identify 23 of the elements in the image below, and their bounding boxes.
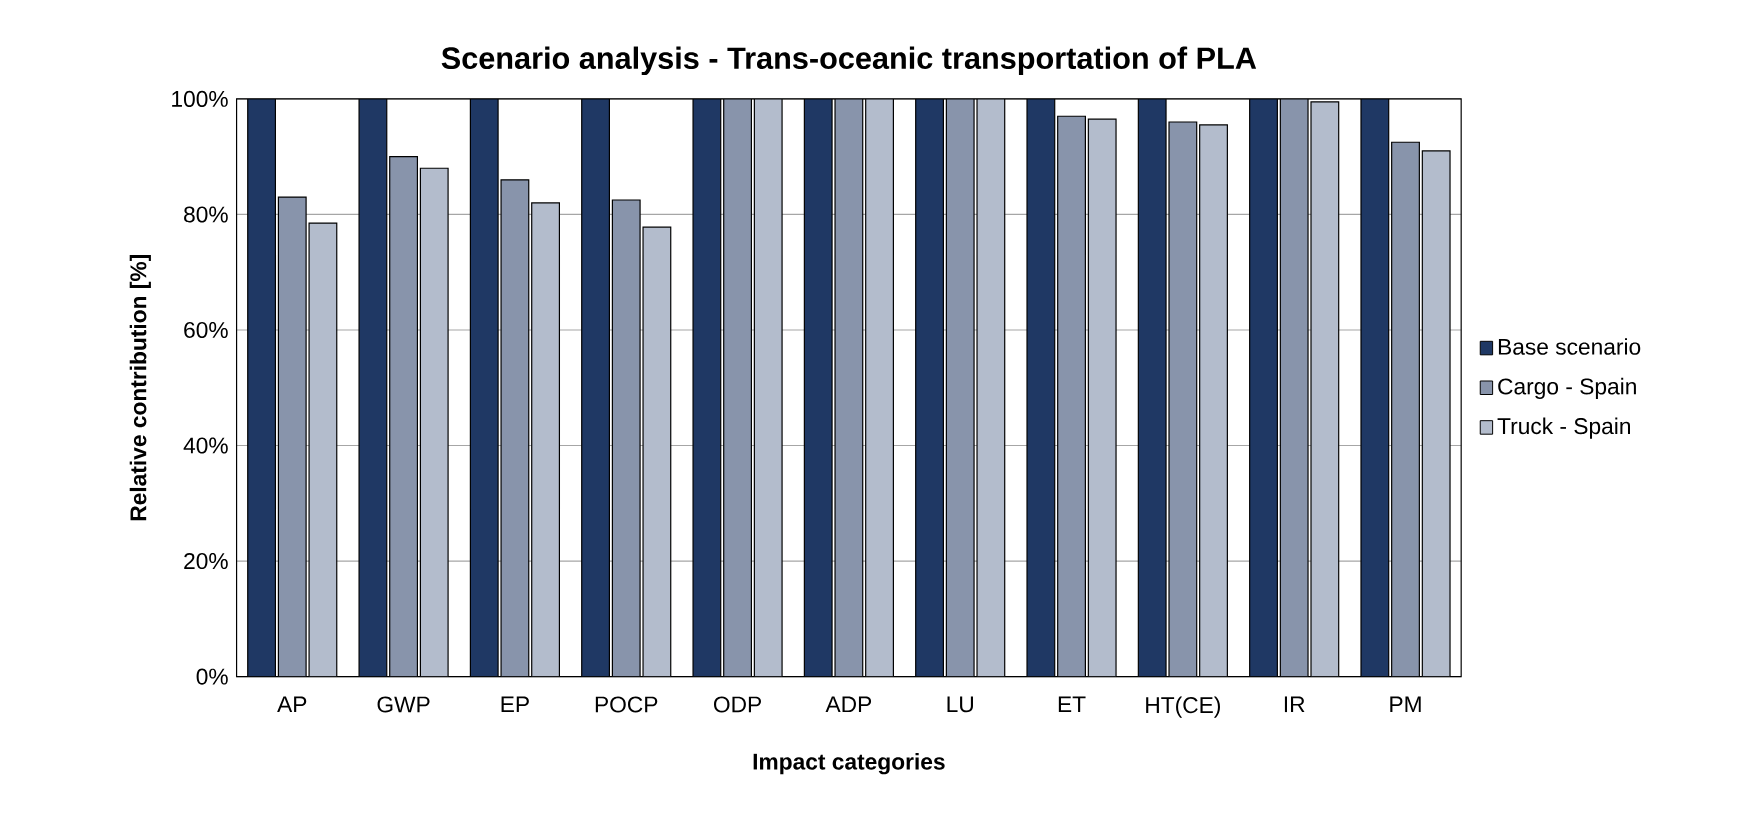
x-tick-label: IR: [1284, 696, 1305, 713]
y-tick-label: 0%: [196, 668, 228, 685]
legend-label: Truck - Spain: [1497, 417, 1630, 439]
x-tick-label: AP: [277, 696, 307, 713]
x-tick-label: LU: [947, 696, 973, 713]
x-tick-label: ODP: [713, 696, 761, 713]
y-tick-label: 100%: [172, 90, 228, 108]
y-tick-label: 40%: [183, 437, 228, 454]
y-tick-label: 20%: [184, 553, 228, 570]
x-tick-label: ADP: [825, 696, 872, 713]
x-tick-label: EP: [501, 696, 529, 713]
x-tick-label: ET: [1058, 696, 1086, 713]
x-tick-label: GWP: [377, 696, 430, 713]
chart-title: Scenario analysis - Trans-oceanic transportation of PLA: [441, 46, 1257, 76]
legend-label: Cargo - Spain: [1498, 377, 1636, 400]
y-tick-label: 60%: [184, 322, 228, 339]
x-tick-label: HT(CE): [1146, 696, 1220, 718]
y-axis-title: Relative contribution [%]: [129, 255, 151, 521]
legend-label: Base scenario: [1498, 338, 1641, 355]
x-tick-label: PM: [1390, 696, 1421, 713]
x-axis-title: Impact categories: [753, 753, 945, 775]
y-tick-label: 80%: [184, 206, 228, 223]
x-tick-label: POCP: [595, 696, 658, 713]
